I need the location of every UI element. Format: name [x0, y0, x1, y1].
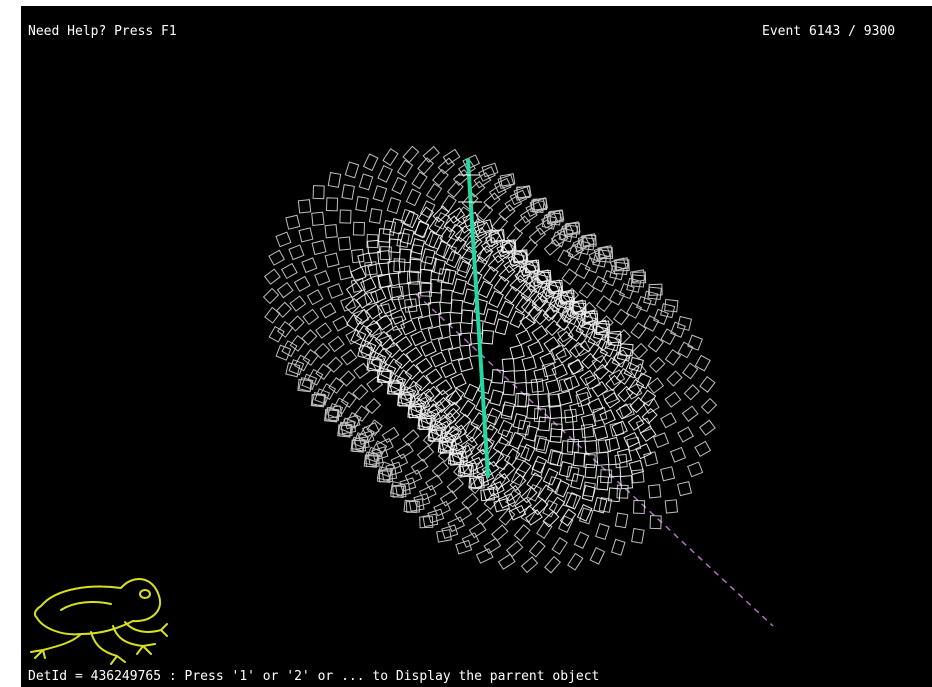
3d-viewport[interactable]: Need Help? Press F1 Event 6143 / 9300 De… [21, 6, 932, 687]
outer-barrel-mesh [262, 145, 718, 574]
event-counter: Event 6143 / 9300 [762, 24, 896, 39]
frog-logo-icon [30, 578, 168, 665]
status-bar-text: DetId = 436249765 : Press '1' or '2' or … [28, 669, 600, 684]
help-hint-text: Need Help? Press F1 [28, 24, 177, 39]
particle-track [458, 158, 490, 478]
inner-barrel-mesh [344, 205, 658, 528]
detector-geometry-view[interactable] [21, 6, 932, 687]
